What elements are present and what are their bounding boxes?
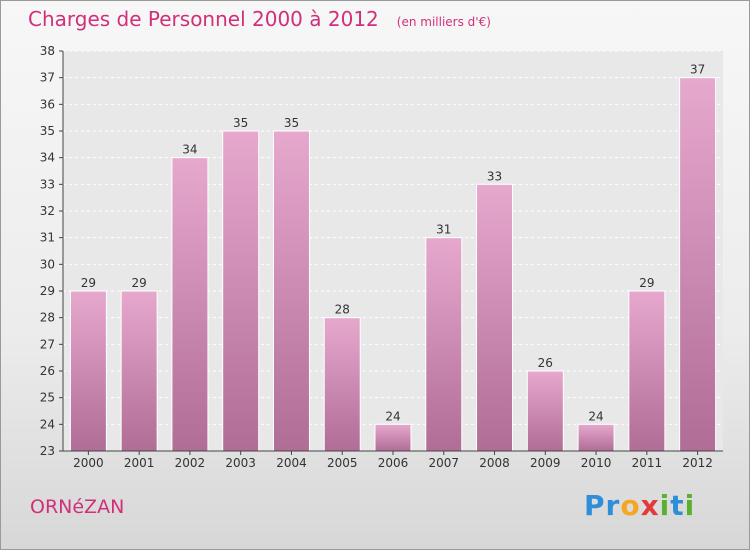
x-tick-label: 2002 [175, 456, 206, 470]
y-tick-label: 29 [40, 284, 55, 298]
y-tick-label: 26 [40, 364, 55, 378]
data-label: 26 [538, 356, 553, 370]
y-tick-label: 30 [40, 257, 55, 271]
data-label: 35 [233, 116, 248, 130]
logo-letter: o [620, 489, 641, 522]
data-label: 37 [690, 63, 705, 77]
bar [323, 317, 361, 452]
y-axis: 23 24 25 26 27 28 29 30 31 32 33 34 35 36 37 38 [40, 44, 64, 458]
data-label: 29 [132, 276, 147, 290]
y-tick-label: 27 [40, 337, 55, 351]
logo-letter: P [584, 489, 606, 522]
logo-letter: i [684, 489, 696, 522]
y-tick-label: 33 [40, 177, 55, 191]
y-tick-label: 25 [40, 391, 55, 405]
data-label: 24 [588, 409, 603, 423]
bars: 29 29 34 35 35 28 24 31 33 26 24 29 37 [69, 63, 717, 452]
chart-subtitle: (en milliers d'€) [396, 15, 491, 29]
bar [272, 130, 310, 452]
logo-letter: r [605, 489, 621, 522]
bar [171, 157, 209, 452]
logo-letter: x [640, 489, 660, 522]
y-tick-label: 36 [40, 97, 55, 111]
data-label: 35 [284, 116, 299, 130]
x-tick-label: 2009 [530, 456, 561, 470]
bar [222, 130, 260, 452]
x-tick-label: 2011 [632, 456, 663, 470]
x-tick-label: 2004 [276, 456, 307, 470]
y-tick-label: 24 [40, 417, 55, 431]
data-label: 34 [182, 143, 197, 157]
commune-name: ORNéZAN [30, 496, 125, 518]
x-tick-label: 2001 [124, 456, 155, 470]
data-label: 31 [436, 223, 451, 237]
bar [425, 237, 463, 452]
logo-letter: t [670, 489, 685, 522]
plot-area [63, 51, 723, 451]
x-tick-label: 2007 [428, 456, 459, 470]
y-tick-label: 38 [40, 44, 55, 58]
data-label: 29 [639, 276, 654, 290]
bar [526, 370, 564, 452]
logo-letter: i [659, 489, 671, 522]
bar [69, 290, 107, 452]
bar [374, 423, 412, 452]
bar [120, 290, 158, 452]
y-tick-label: 35 [40, 124, 55, 138]
x-tick-label: 2012 [682, 456, 713, 470]
chart-title-text: Charges de Personnel 2000 à 2012 [28, 7, 379, 31]
y-tick-label: 23 [40, 444, 55, 458]
chart-title: Charges de Personnel 2000 à 2012 (en mill… [28, 7, 491, 31]
x-tick-label: 2000 [73, 456, 104, 470]
x-tick-label: 2005 [327, 456, 358, 470]
x-tick-label: 2008 [479, 456, 510, 470]
bar [577, 423, 615, 452]
data-label: 24 [385, 409, 400, 423]
proxiti-logo: Proxiti [584, 489, 695, 522]
data-label: 33 [487, 169, 502, 183]
y-tick-label: 37 [40, 71, 55, 85]
x-tick-label: 2006 [378, 456, 409, 470]
y-tick-label: 32 [40, 204, 55, 218]
bar [476, 183, 514, 452]
x-tick-label: 2003 [225, 456, 256, 470]
bar [679, 77, 717, 452]
y-tick-label: 34 [40, 151, 55, 165]
y-tick-label: 31 [40, 231, 55, 245]
bar [628, 290, 666, 452]
y-tick-label: 28 [40, 311, 55, 325]
x-axis: 2000 2001 2002 2003 2004 2005 2006 2007 2008 2009… [63, 450, 723, 470]
data-label: 28 [335, 303, 350, 317]
data-label: 29 [81, 276, 96, 290]
x-tick-label: 2010 [581, 456, 612, 470]
